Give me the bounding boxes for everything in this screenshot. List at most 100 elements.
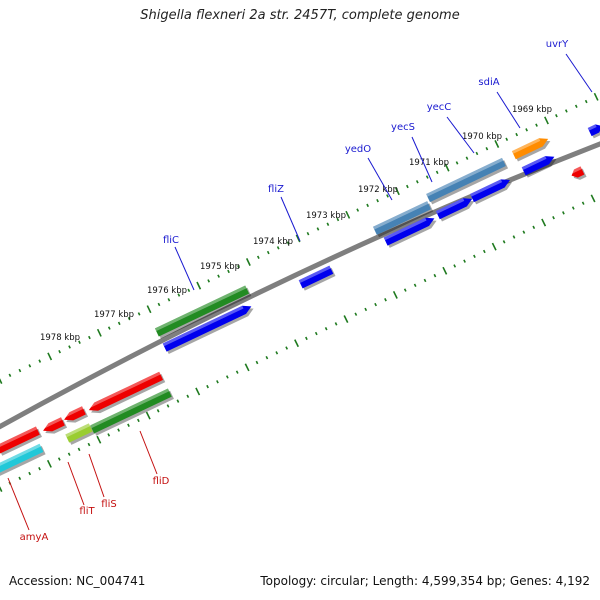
outer-tick — [78, 340, 81, 344]
gene-label-yecS: yecS — [391, 122, 415, 133]
gene-fliC-cds — [162, 305, 254, 354]
outer-tick — [107, 326, 111, 330]
outer-tick — [58, 349, 61, 354]
outer-tick — [157, 302, 161, 307]
outer-tick — [295, 234, 301, 243]
outer-tick — [593, 92, 599, 101]
inner-tick — [166, 404, 170, 408]
outer-tick — [177, 293, 181, 297]
kbp-tick-label: 1972 kbp — [358, 185, 398, 195]
gene-fliS — [62, 406, 89, 423]
gene-label-yedO: yedO — [345, 144, 371, 155]
outer-tick — [286, 241, 290, 245]
genome-backbone — [0, 141, 600, 430]
outer-tick — [485, 147, 489, 151]
gene-sdiA-cds — [521, 156, 557, 178]
feature-labels: 1969 kbp 1970 kbp 1971 kbp 1972 kbp 1973 kbp… — [7, 39, 593, 543]
inner-tick — [384, 298, 387, 302]
outer-tick — [47, 352, 53, 361]
outer-tick — [18, 368, 22, 373]
inner-tick — [176, 399, 180, 403]
inner-tick — [57, 457, 61, 461]
inner-tick — [87, 442, 91, 447]
gene-yedO-cds — [383, 217, 437, 248]
inner-tick — [28, 471, 32, 476]
inner-tick — [314, 331, 318, 336]
outer-tick — [475, 151, 479, 156]
outer-tick — [435, 170, 439, 175]
outer-tick — [444, 163, 450, 172]
outer-tick — [245, 258, 251, 266]
inner-tick — [473, 254, 476, 259]
outer-tick — [117, 321, 121, 326]
kbp-tick-label: 1969 kbp — [512, 105, 552, 115]
outer-tick — [207, 279, 211, 283]
gene-label-fliD: fliD — [153, 476, 170, 487]
accession-text: Accession: NC_004741 — [9, 574, 146, 588]
outer-tick — [455, 161, 459, 165]
outer-tick-ring — [0, 92, 599, 384]
inner-tick — [206, 384, 209, 389]
inner-tick — [294, 339, 300, 348]
inner-tick — [491, 242, 497, 251]
kbp-tick-label: 1975 kbp — [200, 262, 240, 272]
outer-tick — [187, 288, 191, 293]
outer-tick — [38, 359, 42, 363]
kbp-tick-label: 1970 kbp — [462, 132, 502, 142]
outer-tick — [415, 180, 419, 184]
inner-tick — [502, 240, 506, 244]
inner-tick — [46, 459, 52, 468]
inner-tick — [235, 370, 239, 374]
outer-tick — [127, 316, 131, 321]
inner-tick — [413, 283, 417, 287]
inner-tick — [571, 206, 575, 210]
inner-tick — [512, 235, 516, 239]
gene-label-leader — [280, 196, 301, 242]
outer-tick — [137, 312, 141, 316]
kbp-tick-label: 1976 kbp — [147, 286, 187, 296]
outer-tick — [326, 222, 330, 226]
inner-tick — [186, 394, 190, 398]
inner-tick — [18, 476, 22, 481]
outer-tick — [356, 208, 360, 212]
gene-label-leader — [367, 157, 393, 201]
inner-tick — [265, 355, 269, 360]
inner-tick — [433, 273, 437, 278]
gene-fliT-cds — [65, 423, 95, 445]
inner-tick — [305, 336, 308, 341]
inner-tick — [552, 215, 555, 220]
inner-tick — [107, 433, 111, 437]
inner-tick — [275, 351, 279, 355]
gene-label-fliS: fliS — [101, 499, 116, 510]
outer-tick — [146, 305, 152, 314]
outer-tick — [395, 187, 400, 196]
gene-label-sdiA: sdiA — [478, 77, 499, 88]
inner-tick — [216, 380, 219, 384]
kbp-tick-label: 1974 kbp — [253, 237, 293, 247]
outer-tick — [196, 281, 202, 290]
inner-tick — [145, 411, 151, 420]
kbp-tick-label: 1978 kbp — [40, 333, 80, 343]
outer-tick — [266, 250, 270, 255]
inner-tick — [532, 225, 536, 230]
inner-tick — [343, 315, 349, 324]
outer-tick — [276, 246, 280, 250]
gene-label-amyA: amyA — [20, 532, 49, 543]
inner-tick — [423, 278, 427, 283]
outer-tick — [0, 378, 3, 384]
gene-label-leader — [411, 136, 433, 183]
gene-yedO — [372, 201, 434, 238]
gene-label-fliZ: fliZ — [268, 184, 284, 195]
inner-tick — [541, 218, 547, 227]
gene-label-fliC: fliC — [163, 235, 179, 246]
inner-tick — [0, 486, 3, 492]
inner-tick — [364, 307, 368, 312]
inner-tick — [581, 201, 585, 205]
gene-yecC — [426, 157, 509, 205]
inner-tick — [77, 447, 81, 452]
gene-label-leader — [496, 91, 521, 129]
kbp-tick-label: 1977 kbp — [94, 310, 134, 320]
inner-tick — [324, 327, 328, 331]
gene-label-leader — [139, 430, 158, 475]
